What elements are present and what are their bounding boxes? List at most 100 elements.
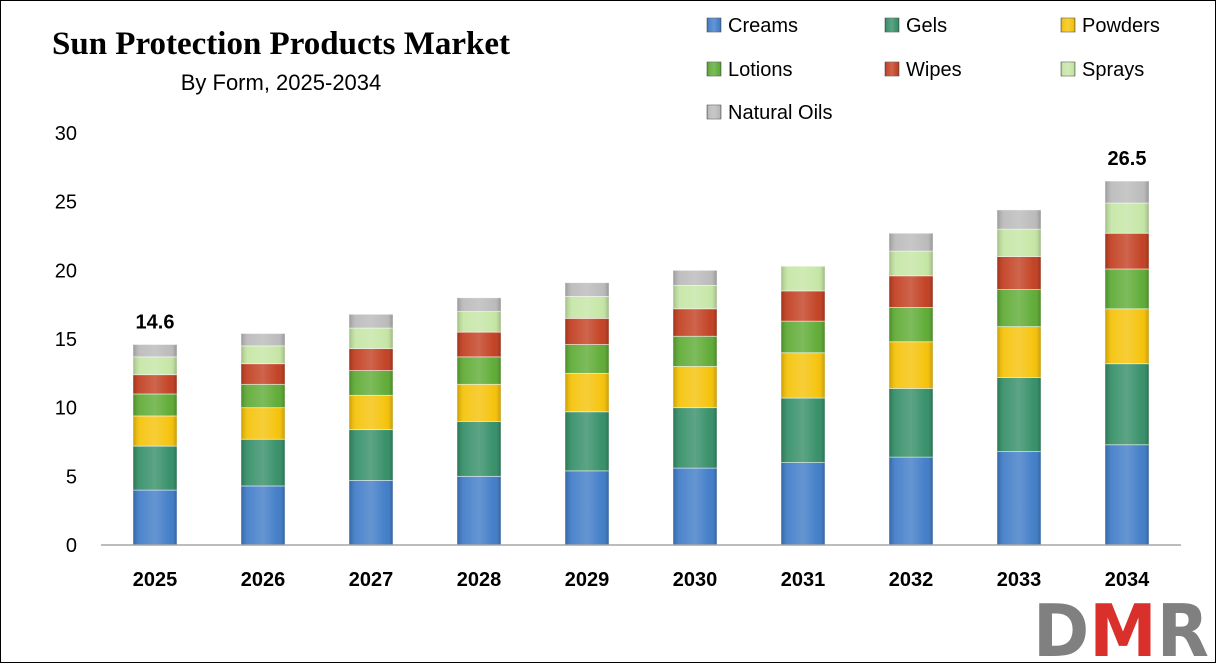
bar-segment-gels-2030 <box>672 407 718 469</box>
bar-segment-creams-2032 <box>888 456 934 546</box>
bar-stack-2031 <box>780 265 826 546</box>
bar-segment-gels-2027 <box>348 429 394 481</box>
bar-segment-natural-oils-2027 <box>348 313 394 329</box>
total-label-2034: 26.5 <box>1108 148 1147 170</box>
bar-segment-lotions-2030 <box>672 335 718 367</box>
y-tick-label: 5 <box>66 466 77 488</box>
y-tick-label: 30 <box>55 123 77 145</box>
bar-segment-lotions-2034 <box>1104 268 1150 310</box>
bar-segment-sprays-2034 <box>1104 202 1150 234</box>
x-tick-label: 2029 <box>565 569 610 591</box>
legend-item-creams: Creams <box>706 15 798 37</box>
x-tick-label: 2030 <box>673 569 718 591</box>
bar-segment-gels-2025 <box>132 445 178 491</box>
bar-segment-gels-2028 <box>456 420 502 477</box>
y-tick-label: 10 <box>55 398 77 420</box>
bar-segment-sprays-2029 <box>564 296 610 319</box>
bar-segment-creams-2026 <box>240 485 286 546</box>
chart-title: Sun Protection Products Market <box>52 26 510 62</box>
legend-item-powders: Powders <box>1060 15 1160 37</box>
logo-letter-r: R <box>1157 589 1209 662</box>
bar-segment-powders-2033 <box>996 326 1042 378</box>
bar-stack-2034 <box>1104 180 1150 546</box>
total-labels: 14.6 26.5 <box>136 148 1147 333</box>
bar-segment-wipes-2030 <box>672 308 718 337</box>
bars <box>132 180 1150 546</box>
bar-segment-lotions-2031 <box>780 320 826 354</box>
dmr-logo: DMR <box>1033 589 1209 662</box>
bar-segment-powders-2029 <box>564 372 610 413</box>
x-tick-label: 2025 <box>133 569 178 591</box>
bar-segment-creams-2029 <box>564 470 610 546</box>
legend-item-lotions: Lotions <box>706 59 793 81</box>
bar-segment-creams-2031 <box>780 462 826 546</box>
bar-segment-natural-oils-2032 <box>888 232 934 252</box>
y-tick-label: 15 <box>55 329 77 351</box>
bar-segment-sprays-2026 <box>240 345 286 365</box>
bar-stack-2028 <box>456 297 502 546</box>
bar-segment-creams-2030 <box>672 467 718 546</box>
x-tick-label: 2032 <box>889 569 934 591</box>
y-tick-label: 25 <box>55 192 77 214</box>
bar-segment-lotions-2033 <box>996 289 1042 328</box>
bar-segment-creams-2034 <box>1104 444 1150 546</box>
bar-segment-gels-2034 <box>1104 363 1150 446</box>
chart-subtitle: By Form, 2025-2034 <box>181 70 382 95</box>
bar-segment-creams-2027 <box>348 480 394 546</box>
bar-stack-2027 <box>348 313 394 546</box>
legend-item-wipes: Wipes <box>884 59 962 81</box>
bar-segment-powders-2031 <box>780 352 826 399</box>
x-tick-label: 2026 <box>241 569 286 591</box>
bar-segment-powders-2027 <box>348 394 394 431</box>
legend-label: Wipes <box>906 59 962 81</box>
total-label-2025: 14.6 <box>136 311 175 333</box>
bar-segment-sprays-2027 <box>348 327 394 350</box>
bar-segment-natural-oils-2030 <box>672 269 718 286</box>
bar-segment-gels-2031 <box>780 397 826 464</box>
bar-segment-creams-2025 <box>132 489 178 546</box>
bar-segment-wipes-2029 <box>564 317 610 345</box>
bar-segment-lotions-2032 <box>888 307 934 343</box>
x-tick-label: 2028 <box>457 569 502 591</box>
bar-segment-sprays-2033 <box>996 228 1042 257</box>
bar-segment-powders-2034 <box>1104 308 1150 365</box>
bar-segment-natural-oils-2025 <box>132 344 178 358</box>
legend-item-natural-oils: Natural Oils <box>706 102 832 124</box>
legend-label: Powders <box>1082 15 1160 37</box>
bar-segment-sprays-2030 <box>672 285 718 310</box>
bar-segment-sprays-2032 <box>888 250 934 277</box>
bar-segment-natural-oils-2028 <box>456 297 502 312</box>
bar-segment-wipes-2034 <box>1104 232 1150 270</box>
bar-segment-sprays-2025 <box>132 356 178 376</box>
bar-segment-powders-2030 <box>672 366 718 409</box>
bar-segment-sprays-2031 <box>780 265 826 292</box>
bar-stack-2033 <box>996 209 1042 546</box>
bar-stack-2032 <box>888 232 934 546</box>
legend-item-gels: Gels <box>884 15 947 37</box>
bar-segment-powders-2026 <box>240 407 286 440</box>
bar-segment-natural-oils-2026 <box>240 333 286 347</box>
y-axis: 0 5 10 15 20 25 30 <box>55 123 77 557</box>
legend-label: Creams <box>728 15 798 37</box>
bar-segment-sprays-2028 <box>456 311 502 333</box>
bar-segment-gels-2033 <box>996 377 1042 453</box>
y-tick-label: 20 <box>55 260 77 282</box>
bar-segment-natural-oils-2033 <box>996 209 1042 230</box>
bar-stack-2026 <box>240 333 286 546</box>
bar-segment-powders-2025 <box>132 415 178 447</box>
bar-segment-wipes-2028 <box>456 331 502 358</box>
bar-segment-lotions-2027 <box>348 370 394 396</box>
svg-text:DMR: DMR <box>1033 589 1209 662</box>
bar-segment-powders-2032 <box>888 341 934 389</box>
logo-letter-m: M <box>1089 589 1156 662</box>
bar-segment-lotions-2026 <box>240 383 286 409</box>
bar-segment-wipes-2032 <box>888 275 934 308</box>
legend-label: Gels <box>906 15 947 37</box>
bar-stack-2030 <box>672 269 718 546</box>
bar-segment-wipes-2031 <box>780 290 826 322</box>
legend-label: Natural Oils <box>728 102 832 124</box>
bar-segment-lotions-2028 <box>456 356 502 385</box>
y-tick-label: 0 <box>66 535 77 557</box>
legend-item-sprays: Sprays <box>1060 59 1144 81</box>
